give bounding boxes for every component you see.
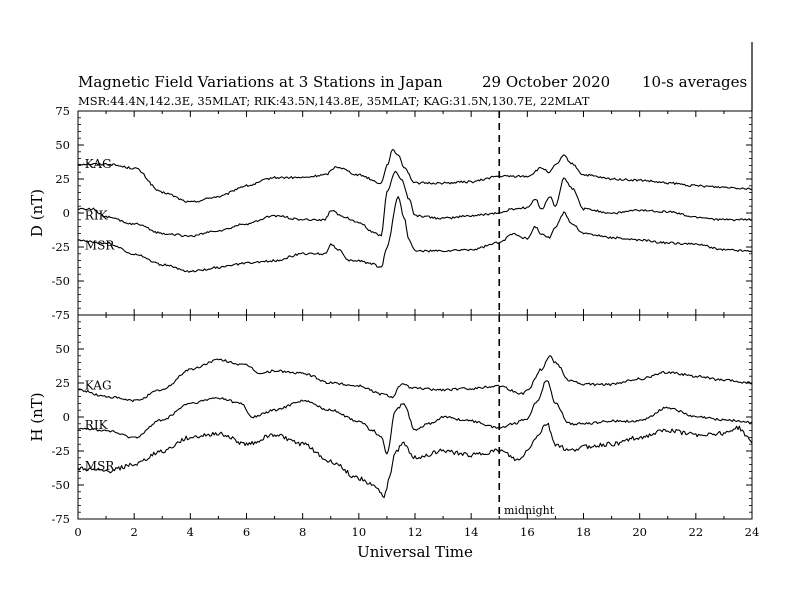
h-panel-series-rik [77,380,753,455]
h-panel-series-msr [77,422,753,499]
h-panel-ytick-label: -75 [51,512,70,526]
x-tick-label: 12 [408,525,423,539]
d-panel-ytick-label: 50 [55,138,70,152]
d-panel-series-rik [77,170,753,238]
d-panel-ytick-label: -75 [51,308,70,322]
station-coordinates-subtitle: MSR:44.4N,142.3E, 35MLAT; RIK:43.5N,143.… [78,94,590,108]
x-tick-label: 10 [352,525,367,539]
x-tick-label: 8 [299,525,306,539]
h-panel-ylabel: H (nT) [28,392,46,441]
h-panel-station-label-kag: KAG [85,379,112,393]
h-panel-station-label-msr: MSR [85,459,116,473]
midnight-annotation: midnight [504,504,555,517]
h-panel-ytick-label: 0 [63,410,70,424]
d-panel-ytick-label: -25 [51,240,70,254]
x-tick-label: 18 [576,525,591,539]
chart-date: 29 October 2020 [482,73,610,91]
x-tick-label: 0 [74,525,81,539]
d-panel-ylabel: D (nT) [28,189,46,237]
h-panel-ytick-label: -25 [51,444,70,458]
d-panel: -75 -50 -25 0 25 50 75 KAG RIK MSR [51,104,753,322]
d-panel-station-label-kag: KAG [85,157,112,171]
chart-averaging: 10-s averages [642,73,747,91]
h-panel-ytick-label: 25 [55,376,70,390]
h-panel-series-kag [77,355,753,403]
x-tick-label: 4 [187,525,194,539]
d-panel-station-label-msr: MSR [85,239,116,253]
d-panel-ytick-label: 75 [55,104,70,118]
d-panel-ytick-label: -50 [51,274,70,288]
h-panel-ytick-label: 50 [55,342,70,356]
x-tick-label: 16 [520,525,535,539]
x-tick-label: 14 [464,525,479,539]
x-tick-label: 24 [745,525,760,539]
d-panel-series-msr [77,196,753,273]
x-axis-label: Universal Time [357,543,473,561]
d-panel-ytick-label: 25 [55,172,70,186]
d-panel-station-label-rik: RIK [85,209,109,223]
chart-title: Magnetic Field Variations at 3 Stations … [78,73,443,91]
h-panel-ytick-label: -50 [51,478,70,492]
x-tick-label: 2 [131,525,138,539]
d-panel-ytick-label: 0 [63,206,70,220]
h-panel-station-label-rik: RIK [85,418,109,432]
d-panel-series-kag [77,149,753,203]
x-tick-label: 20 [632,525,647,539]
x-tick-label: 22 [689,525,704,539]
x-tick-label: 6 [243,525,250,539]
